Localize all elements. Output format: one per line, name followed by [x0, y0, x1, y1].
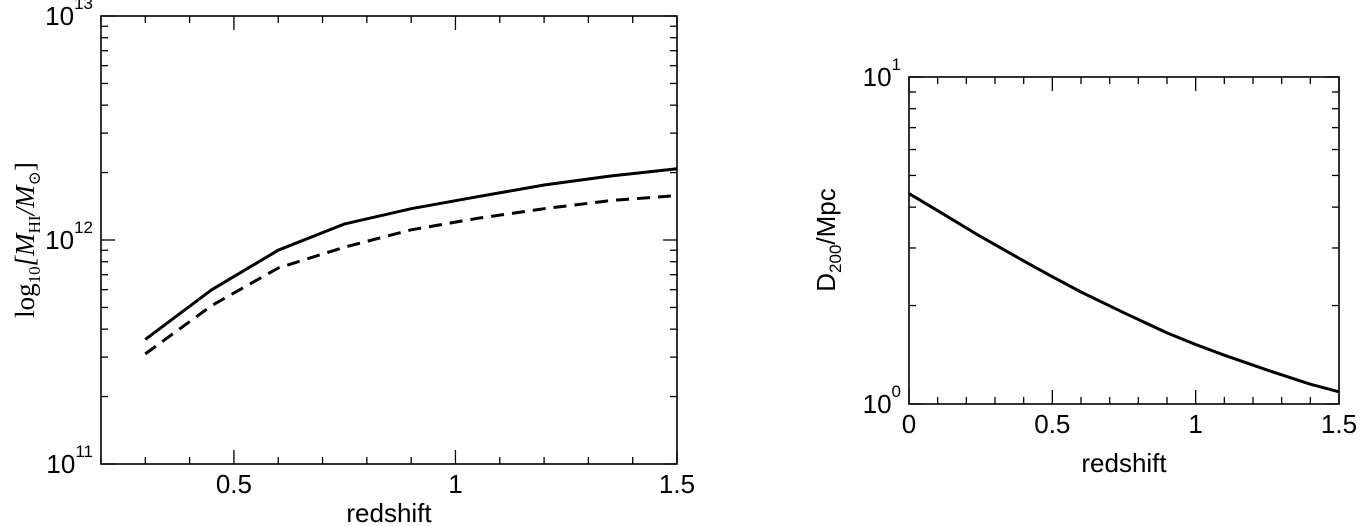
x-tick-label: 0	[902, 409, 916, 439]
y-tick-label-exponent: 13	[74, 0, 93, 13]
y-tick-label: 1012	[45, 218, 93, 255]
y-tick-label-base: 10	[45, 1, 74, 31]
y-axis-title-subscript: HI	[25, 215, 44, 233]
x-tick-label: 1	[1188, 409, 1202, 439]
y-axis-title-bracket: ]	[10, 162, 40, 171]
y-axis-title-subscript: 200	[826, 245, 845, 273]
y-axis-title-unit: /Mpc	[811, 188, 841, 244]
plot-frame	[100, 15, 678, 465]
y-axis-title-main: D	[811, 273, 841, 292]
y-axis-title-mass: [M	[10, 232, 40, 267]
y-tick-label-exponent: 11	[75, 442, 93, 461]
y-tick-label: 101	[863, 55, 901, 92]
x-tick-label: 0.5	[1034, 409, 1070, 439]
x-axis-title: redshift	[346, 498, 432, 526]
y-axis-title: D200/Mpc	[811, 188, 845, 292]
y-tick-label: 1011	[46, 442, 93, 479]
y-tick-label: 100	[863, 382, 901, 419]
x-tick-label: 1	[448, 469, 462, 499]
series-line-dashed	[144, 194, 678, 356]
series-line-solid	[144, 167, 678, 341]
y-tick-label-base: 10	[46, 449, 75, 479]
y-axis-title: log10[MHI/M⊙]	[10, 162, 44, 318]
x-tick-label: 1.5	[1321, 409, 1357, 439]
y-axis-title-subscript: 10	[25, 266, 44, 283]
plot-frame	[908, 76, 1340, 405]
y-tick-label-base: 10	[863, 62, 892, 92]
y-tick-label-exponent: 12	[74, 218, 93, 237]
y-tick-label-exponent: 0	[892, 382, 901, 401]
x-axis-title: redshift	[1081, 448, 1167, 478]
y-axis-title-log: log	[10, 283, 40, 318]
y-tick-label-exponent: 1	[892, 55, 901, 74]
x-tick-label: 1.5	[659, 469, 695, 499]
y-tick-label-base: 10	[45, 225, 74, 255]
y-tick-label: 1013	[45, 0, 93, 31]
y-axis-title-mass: /M	[10, 184, 40, 218]
y-axis-title-subscript: ⊙	[25, 171, 44, 185]
x-tick-label: 0.5	[216, 469, 252, 499]
y-tick-label-base: 10	[863, 389, 892, 419]
series-line-solid	[908, 192, 1340, 394]
